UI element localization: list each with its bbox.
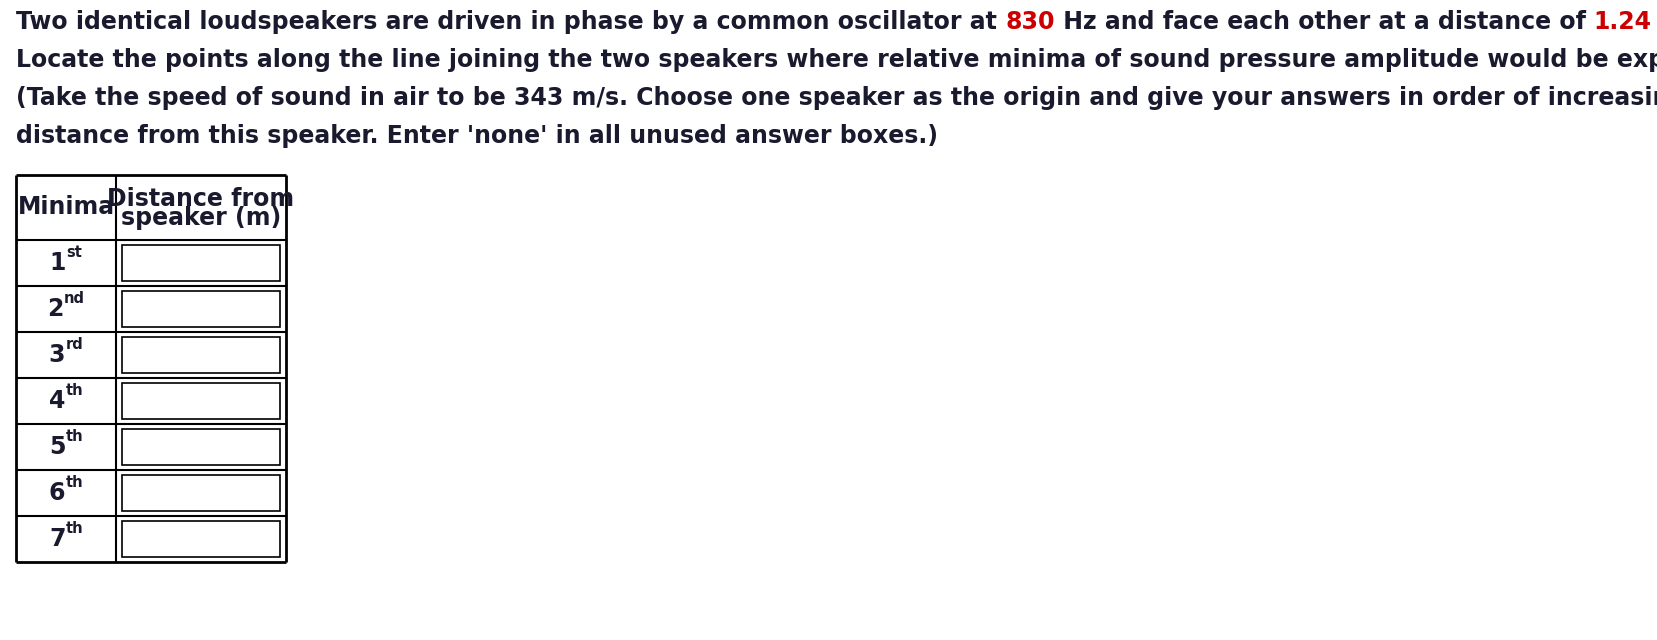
- Text: Two identical loudspeakers are driven in phase by a common oscillator at: Two identical loudspeakers are driven in…: [17, 10, 1006, 34]
- Text: m.: m.: [1652, 10, 1657, 34]
- Text: distance from this speaker. Enter 'none' in all unused answer boxes.): distance from this speaker. Enter 'none'…: [17, 124, 938, 148]
- Text: nd: nd: [63, 291, 85, 307]
- Text: 6: 6: [50, 481, 65, 505]
- Text: Locate the points along the line joining the two speakers where relative minima : Locate the points along the line joining…: [17, 48, 1657, 72]
- Text: th: th: [65, 476, 83, 490]
- Bar: [123, 475, 280, 511]
- Bar: [123, 337, 280, 373]
- Bar: [123, 383, 280, 419]
- Text: speaker (m): speaker (m): [121, 207, 282, 230]
- Text: Minima: Minima: [18, 195, 114, 220]
- Bar: [123, 429, 280, 465]
- Text: th: th: [65, 429, 83, 444]
- Text: rd: rd: [65, 337, 83, 353]
- Text: Distance from: Distance from: [108, 186, 295, 211]
- Text: Hz and face each other at a distance of: Hz and face each other at a distance of: [1054, 10, 1594, 34]
- Text: 4: 4: [50, 389, 65, 413]
- Text: 3: 3: [48, 343, 65, 367]
- Text: st: st: [66, 245, 83, 260]
- Text: 830: 830: [1006, 10, 1054, 34]
- Text: 1: 1: [50, 251, 66, 275]
- Bar: [123, 291, 280, 327]
- Bar: [123, 521, 280, 557]
- Text: 5: 5: [50, 435, 65, 459]
- Text: 2: 2: [48, 297, 63, 321]
- Text: 1.24: 1.24: [1594, 10, 1652, 34]
- Text: th: th: [65, 522, 83, 536]
- Text: (Take the speed of sound in air to be 343 m/s. Choose one speaker as the origin : (Take the speed of sound in air to be 34…: [17, 86, 1657, 110]
- Bar: [123, 245, 280, 281]
- Text: 7: 7: [50, 527, 65, 551]
- Text: th: th: [65, 383, 83, 398]
